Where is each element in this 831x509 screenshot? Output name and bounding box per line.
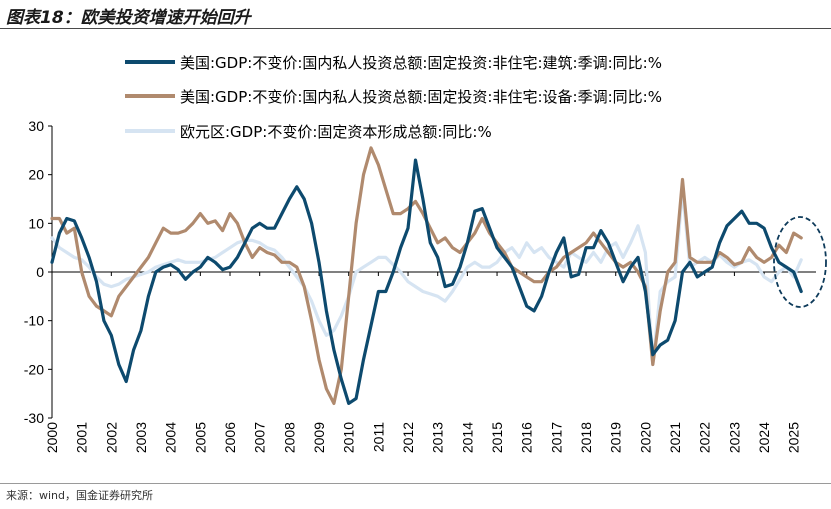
x-tick-label: 2014	[459, 422, 475, 453]
x-tick-label: 2006	[222, 422, 238, 453]
legend-label-1: 美国:GDP:不变价:国内私人投资总额:固定投资:非住宅:设备:季调:同比:%	[180, 88, 662, 106]
x-tick-label: 2013	[430, 422, 446, 453]
x-tick-label: 2000	[44, 422, 60, 453]
x-tick-label: 2003	[133, 422, 149, 453]
source-divider	[0, 483, 831, 484]
x-tick-label: 2007	[252, 422, 268, 453]
x-tick-label: 2001	[74, 422, 90, 453]
x-tick-label: 2002	[103, 422, 119, 453]
x-tick-label: 2004	[163, 422, 179, 453]
chart-title: 图表18：欧美投资增速开始回升	[6, 8, 251, 28]
title-divider	[0, 28, 831, 29]
x-tick-label: 2010	[341, 422, 357, 453]
x-tick-label: 2008	[281, 422, 297, 453]
x-tick-label: 2024	[756, 422, 772, 453]
y-tick-label: -10	[24, 313, 44, 329]
x-tick-label: 2019	[608, 422, 624, 453]
x-tick-label: 2015	[489, 422, 505, 453]
x-tick-label: 2025	[786, 422, 802, 453]
x-tick-label: 2020	[637, 422, 653, 453]
chart-series	[50, 146, 803, 405]
y-tick-label: -30	[24, 410, 44, 426]
y-tick-label: 30	[28, 118, 44, 134]
series-line-0	[50, 158, 803, 405]
x-tick-label: 2012	[400, 422, 416, 453]
x-tick-label: 2016	[519, 422, 535, 453]
legend-label-2: 欧元区:GDP:不变价:固定资本形成总额:同比:%	[180, 123, 492, 141]
x-tick-label: 2022	[697, 422, 713, 453]
x-tick-label: 2021	[667, 422, 683, 453]
x-tick-label: 2009	[311, 422, 327, 453]
series-line-1	[50, 146, 803, 405]
y-tick-label: 0	[36, 264, 44, 280]
y-tick-label: 20	[28, 167, 44, 183]
x-tick-label: 2023	[726, 422, 742, 453]
x-tick-label: 2011	[370, 422, 386, 452]
legend-label-0: 美国:GDP:不变价:国内私人投资总额:固定投资:非住宅:建筑:季调:同比:%	[180, 54, 662, 72]
highlight-ellipse	[773, 216, 827, 308]
source-note: 来源：wind，国金证券研究所	[6, 489, 154, 502]
y-tick-label: -20	[24, 361, 44, 377]
y-tick-label: 10	[28, 215, 44, 231]
x-tick-label: 2017	[548, 422, 564, 453]
x-tick-label: 2005	[192, 422, 208, 453]
x-tick-label: 2018	[578, 422, 594, 453]
chart-legend: 美国:GDP:不变价:国内私人投资总额:固定投资:非住宅:建筑:季调:同比:% 美…	[125, 54, 662, 141]
